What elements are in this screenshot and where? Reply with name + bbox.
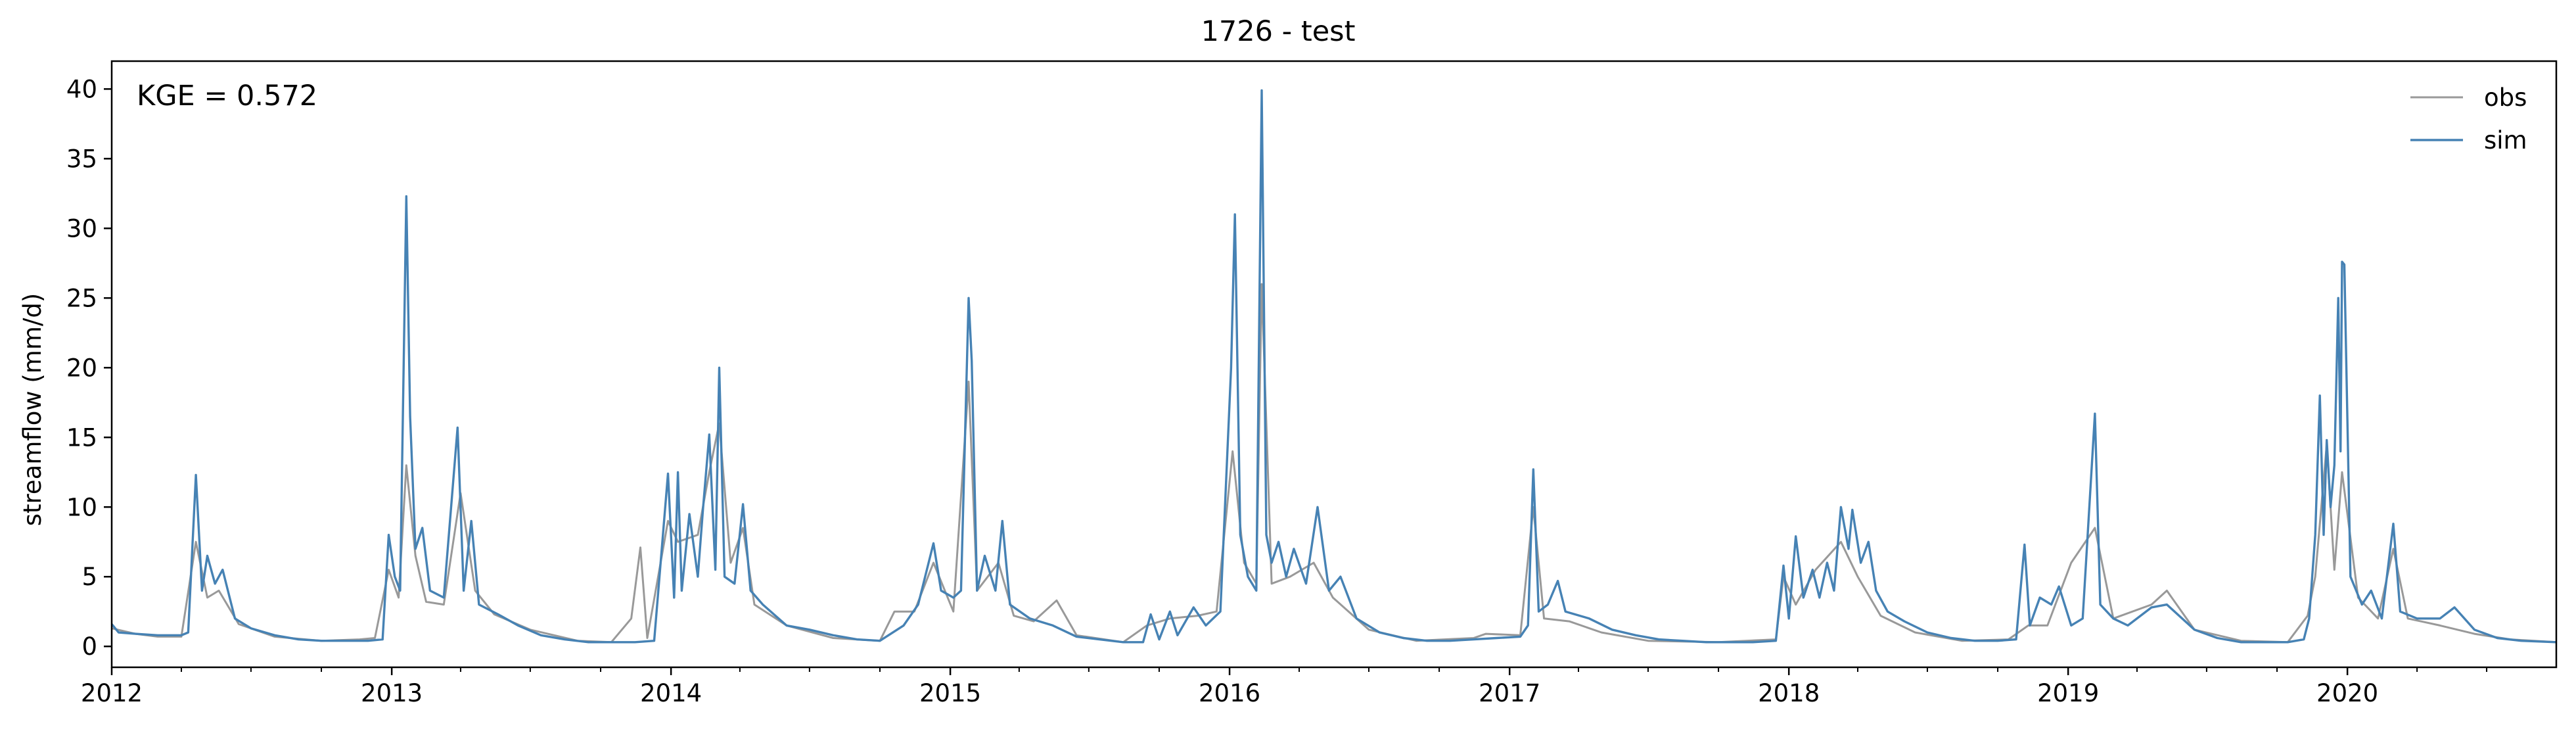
x-tick-label-2015: 2015: [919, 679, 981, 707]
x-tick-label-2013: 2013: [361, 679, 423, 707]
legend-label-obs: obs: [2484, 83, 2527, 112]
x-tick-label-2016: 2016: [1199, 679, 1260, 707]
y-tick-label-0: 0: [81, 632, 97, 661]
legend: obs sim: [2410, 83, 2527, 154]
y-tick-label-20: 20: [66, 354, 97, 382]
x-axis: 2012 2013 2014 2015 2016 2017 2018 2019 2020: [81, 667, 2488, 707]
y-axis-label: streamflow (mm/d): [18, 293, 47, 527]
x-tick-label-2018: 2018: [1758, 679, 1820, 707]
y-tick-label-25: 25: [66, 284, 97, 312]
legend-label-sim: sim: [2484, 126, 2527, 154]
y-tick-label-5: 5: [81, 563, 97, 591]
series-line-obs: [111, 283, 2557, 644]
y-tick-label-30: 30: [66, 214, 97, 243]
x-tick-label-2012: 2012: [81, 679, 143, 707]
x-tick-label-2014: 2014: [640, 679, 702, 707]
plot-area: 2012 2013 2014 2015 2016 2017 2018 2019 2020 051…: [66, 60, 2558, 707]
y-tick-label-10: 10: [66, 493, 97, 521]
y-tick-label-15: 15: [66, 423, 97, 452]
axes-frame: [110, 60, 2558, 669]
chart-title: 1726 - test: [1201, 15, 1356, 48]
x-tick-label-2017: 2017: [1479, 679, 1540, 707]
kge-annotation: KGE = 0.572: [137, 80, 317, 112]
y-axis: 0 5 10 15 20 25 30 35 40: [66, 75, 112, 661]
x-tick-label-2019: 2019: [2037, 679, 2099, 707]
x-tick-label-2020: 2020: [2316, 679, 2378, 707]
y-tick-label-40: 40: [66, 75, 97, 103]
series-layer: [110, 89, 2557, 644]
series-line-sim: [110, 89, 2557, 644]
y-tick-label-35: 35: [66, 145, 97, 173]
